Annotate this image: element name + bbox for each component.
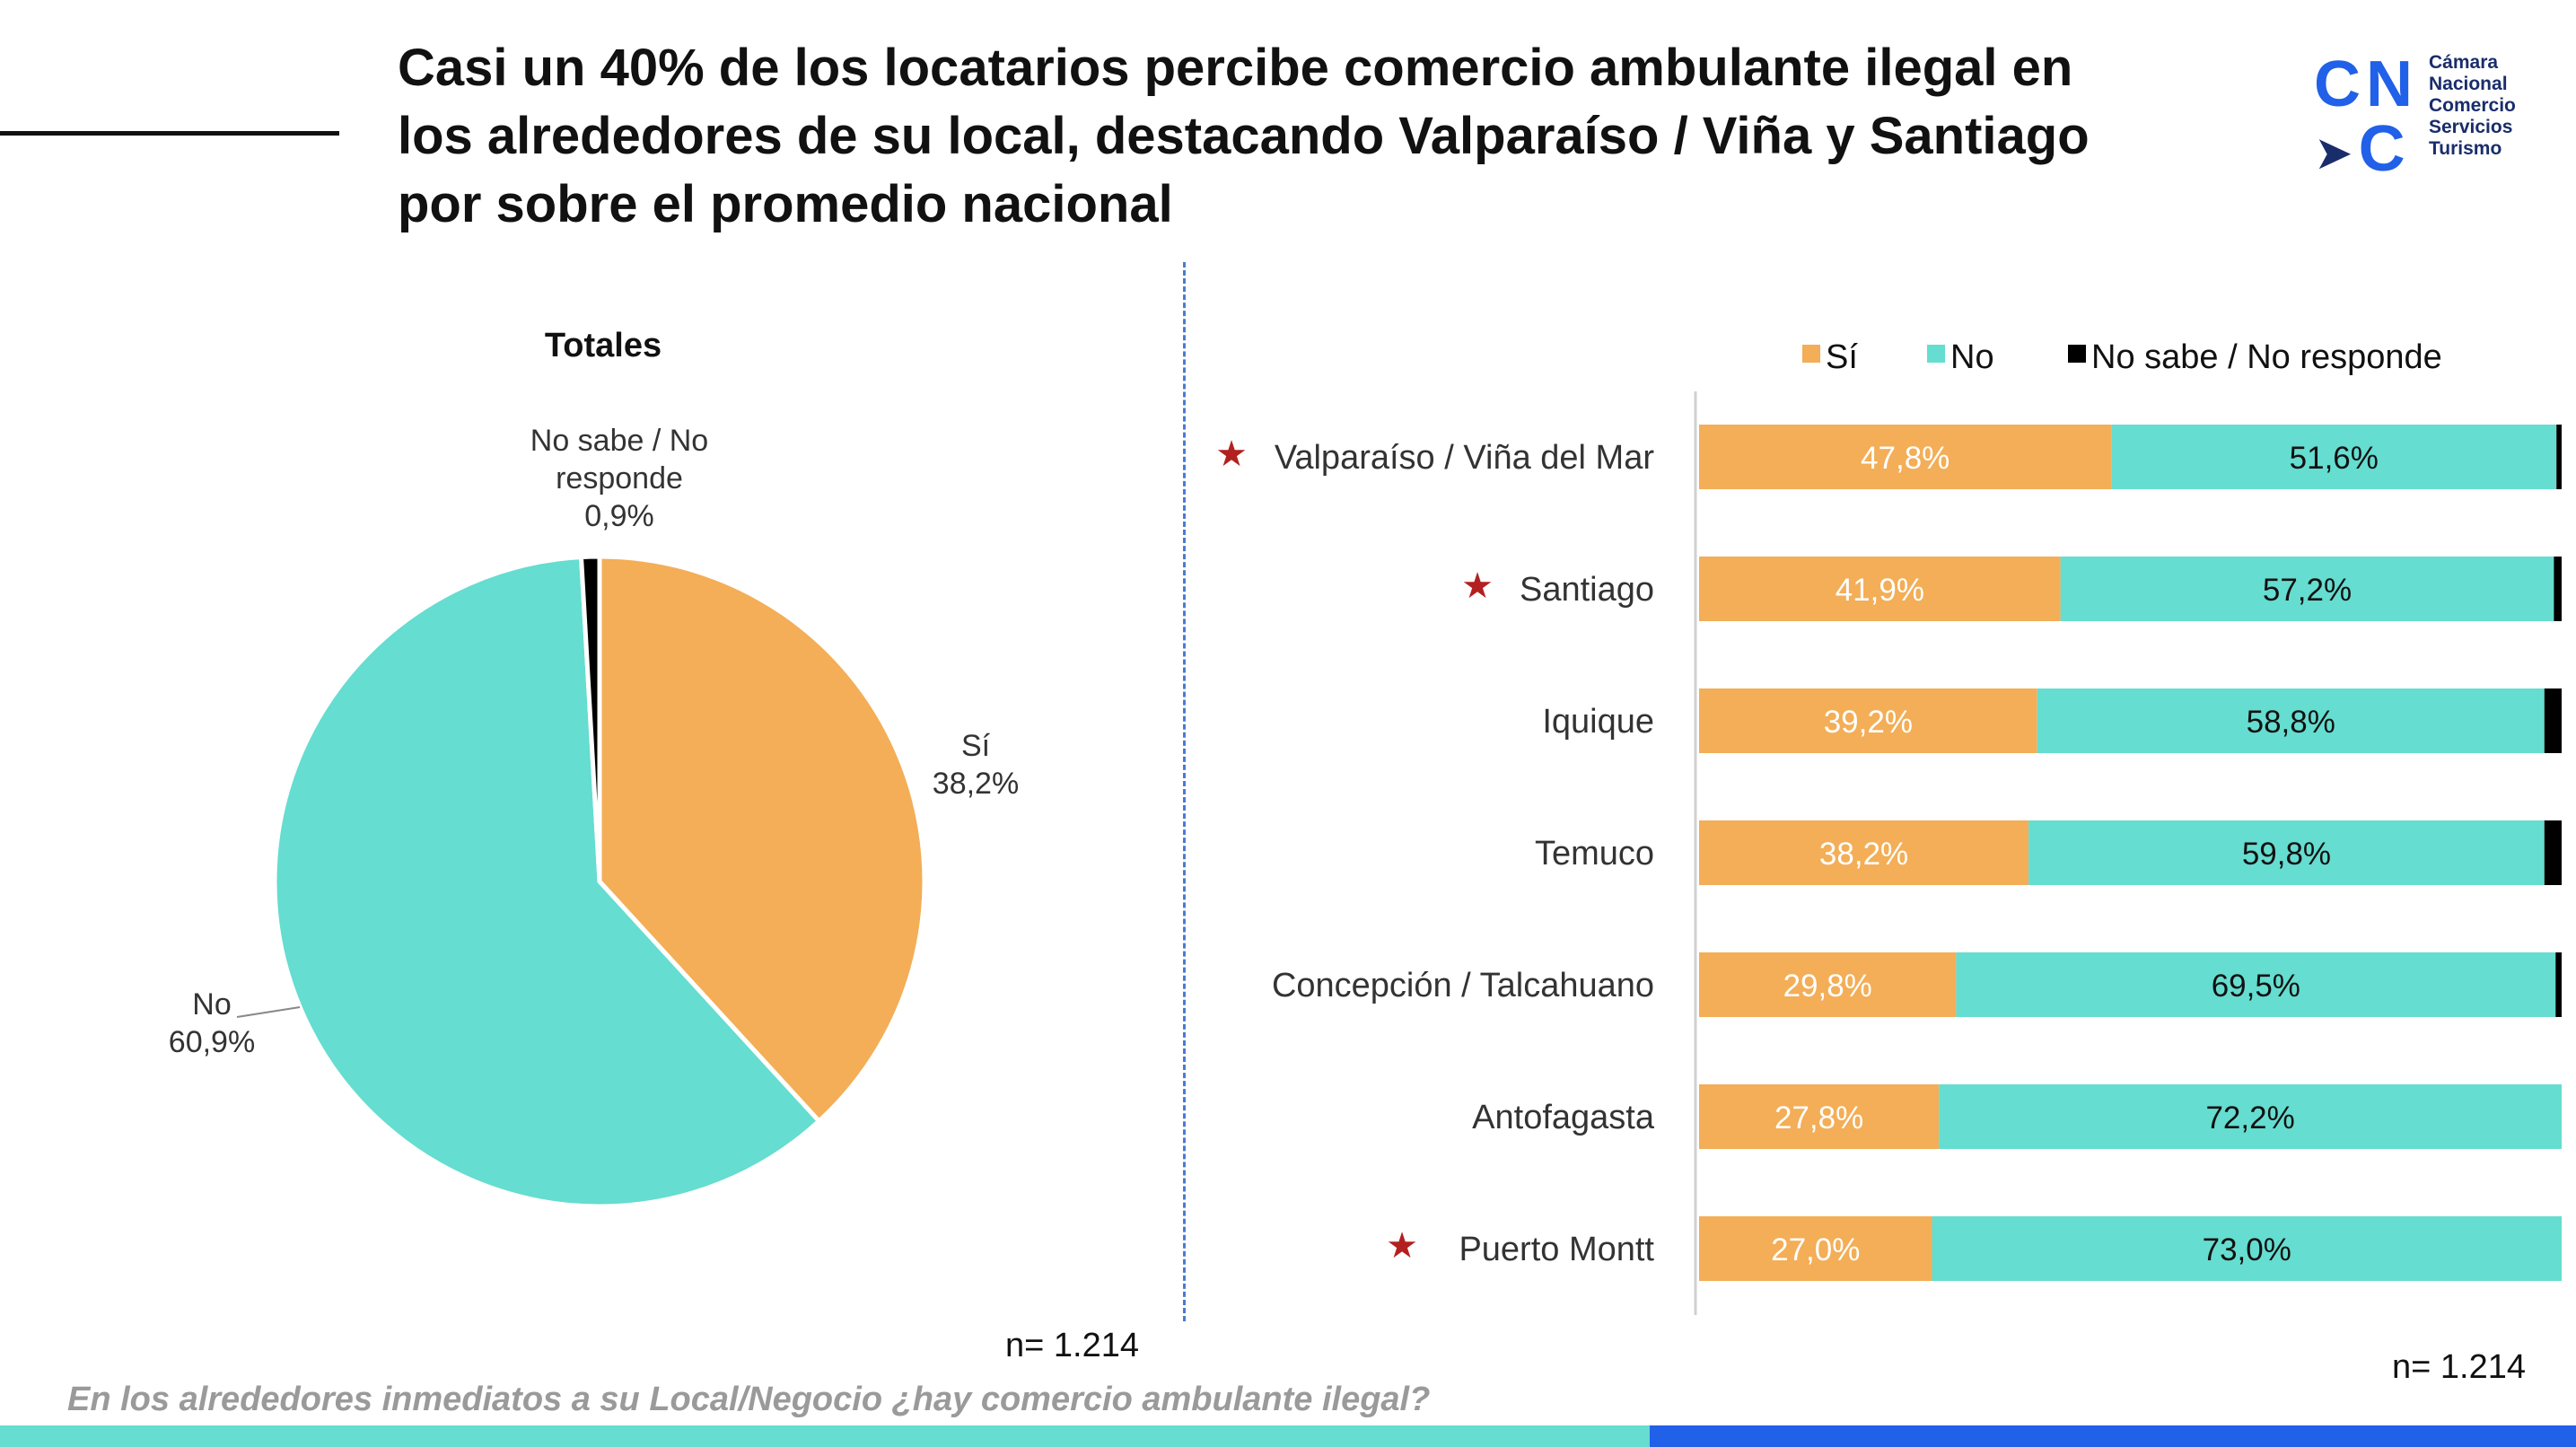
pie-label-ns: No sabe / No	[530, 424, 708, 458]
pie-sample-size: n= 1.214	[1005, 1327, 1139, 1364]
logo-line: Turismo	[2429, 138, 2502, 159]
bar-segment-1	[2037, 688, 2545, 753]
logo-line: Cámara	[2429, 52, 2499, 73]
survey-question: En los alrededores inmediatos a su Local…	[67, 1381, 1431, 1418]
logo-line: Comercio	[2429, 95, 2516, 116]
pie-label-no: 60,9%	[169, 1025, 255, 1059]
bar-value-label: 41,9%	[1836, 573, 1924, 608]
bar-segment-1	[1932, 1216, 2562, 1281]
bar-segment-2	[2544, 688, 2562, 753]
bar-segment-1	[1956, 952, 2556, 1017]
pie-slice-1	[272, 554, 823, 1209]
star-icon: ★	[1461, 566, 1494, 607]
title-rule	[0, 131, 339, 136]
bar-value-label: 58,8%	[2247, 705, 2335, 740]
pie-label-ns: responde	[556, 461, 683, 495]
bar-segment-1	[2028, 820, 2545, 885]
star-icon: ★	[1386, 1225, 1418, 1267]
pie-slice-2	[578, 554, 602, 882]
category-label: Santiago	[1520, 571, 1654, 609]
bar-value-label: 47,8%	[1861, 441, 1950, 476]
bar-segment-0	[1699, 820, 2029, 885]
category-label: Puerto Montt	[1459, 1231, 1654, 1268]
bar-segment-0	[1699, 952, 1957, 1017]
category-label: Concepción / Talcahuano	[1272, 967, 1654, 1004]
bar-value-label: 27,8%	[1774, 1101, 1863, 1136]
bar-segment-0	[1699, 425, 2112, 489]
bar-value-label: 72,2%	[2205, 1101, 2294, 1136]
pie-label-si: 38,2%	[933, 767, 1019, 801]
bar-segment-2	[2544, 820, 2562, 885]
logo-line: Nacional	[2429, 74, 2508, 94]
legend-swatch-2	[2068, 345, 2086, 363]
bar-value-label: 69,5%	[2212, 969, 2300, 1004]
bar-value-label: 27,0%	[1771, 1232, 1860, 1267]
pie-title: Totales	[545, 327, 662, 364]
bar-value-label: 39,2%	[1824, 705, 1913, 740]
pie-label-si: Sí	[961, 729, 991, 763]
bar-segment-1	[1939, 1084, 2562, 1149]
logo-letters: CN ➤C	[2314, 48, 2418, 185]
bar-segment-0	[1699, 557, 2061, 621]
bottom-accent-teal	[0, 1425, 1650, 1447]
bar-segment-2	[2554, 557, 2562, 621]
section-divider	[1183, 262, 1186, 1321]
pie-label-no: No	[192, 987, 231, 1022]
bar-segment-0	[1699, 1084, 1940, 1149]
bar-value-label: 38,2%	[1819, 837, 1908, 872]
cnc-logo: CN ➤C Cámara Nacional Comercio Servicios Tur…	[2314, 52, 2547, 181]
legend-label-1: No	[1950, 338, 1994, 376]
bar-value-label: 57,2%	[2263, 573, 2352, 608]
bar-segment-0	[1699, 1216, 1932, 1281]
star-icon: ★	[1215, 434, 1248, 475]
bar-value-label: 59,8%	[2242, 837, 2331, 872]
logo-line: Servicios	[2429, 117, 2513, 137]
page-title: Casi un 40% de los locatarios percibe co…	[398, 39, 2090, 233]
pie-slice-0	[597, 554, 927, 1125]
pie-leader-line-no	[236, 1006, 301, 1018]
legend-label-2: No sabe / No responde	[2091, 338, 2442, 376]
legend-swatch-0	[1802, 345, 1820, 363]
bar-value-label: 51,6%	[2290, 441, 2379, 476]
bar-segment-1	[2060, 557, 2554, 621]
pie-label-ns-value: 0,9%	[584, 499, 654, 533]
category-label: Valparaíso / Viña del Mar	[1275, 439, 1655, 477]
bar-value-label: 73,0%	[2203, 1232, 2291, 1267]
bar-value-label: 29,8%	[1783, 969, 1872, 1004]
bar-segment-2	[2555, 952, 2562, 1017]
bar-segment-0	[1699, 688, 2037, 753]
legend-swatch-1	[1927, 345, 1945, 363]
bar-segment-1	[2111, 425, 2557, 489]
bar-segment-2	[2556, 425, 2562, 489]
category-label: Iquique	[1542, 703, 1654, 741]
logo-text: Cámara Nacional Comercio Servicios Turismo	[2429, 52, 2516, 160]
category-label: Temuco	[1535, 835, 1654, 873]
legend-label-0: Sí	[1826, 338, 1858, 376]
bar-sample-size: n= 1.214	[2392, 1348, 2526, 1386]
category-label: Antofagasta	[1472, 1099, 1655, 1136]
bottom-accent-blue	[1650, 1425, 2576, 1447]
